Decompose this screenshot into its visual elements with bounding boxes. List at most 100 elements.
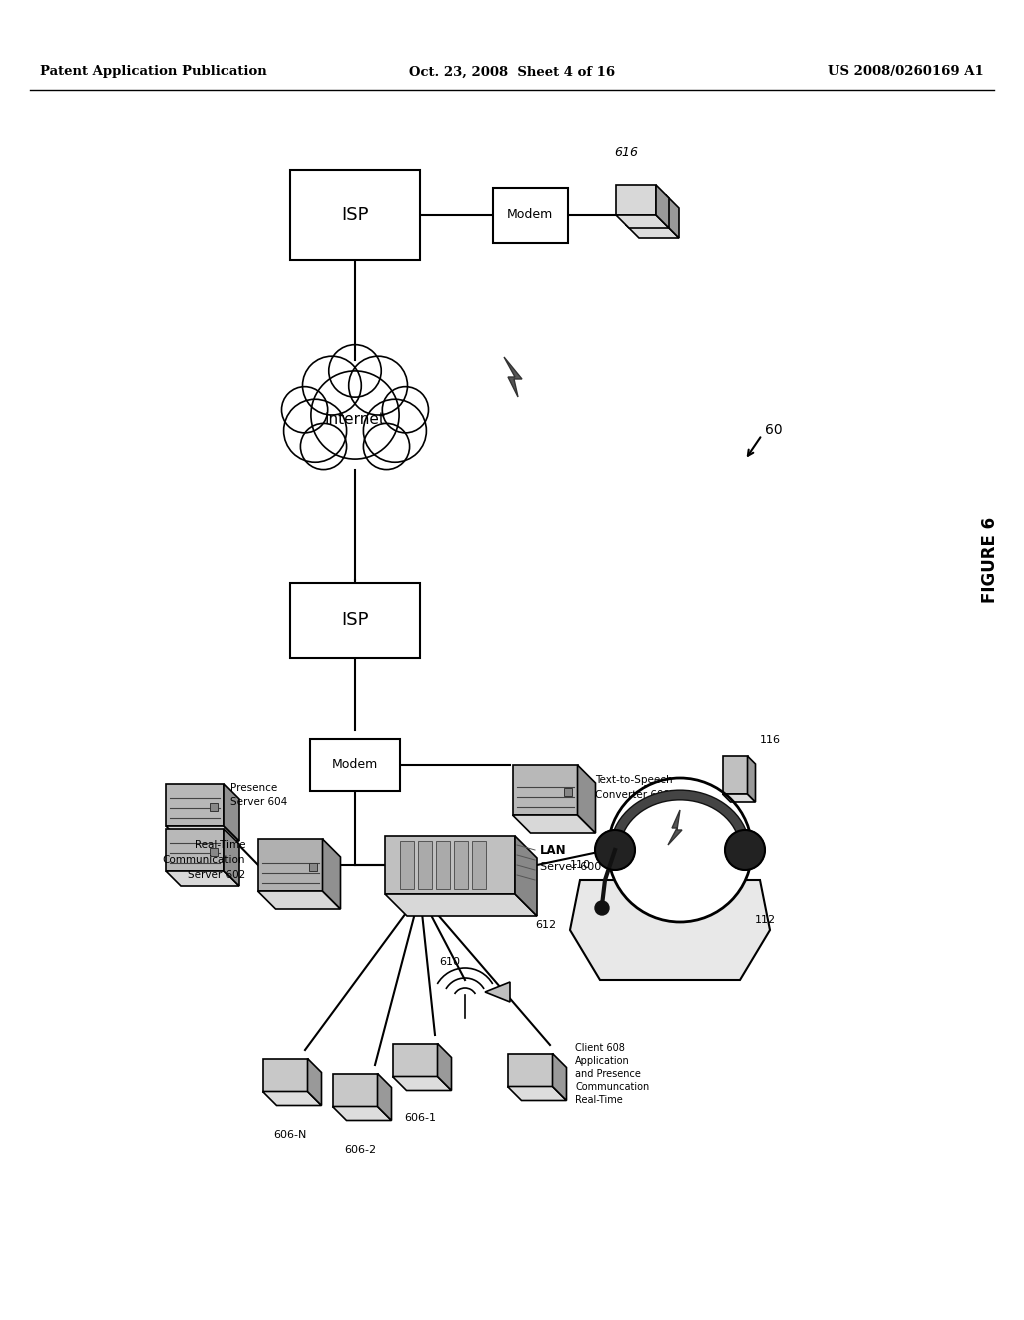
Text: 60: 60 (765, 422, 782, 437)
Polygon shape (616, 215, 669, 228)
Circle shape (595, 830, 635, 870)
Text: Oct. 23, 2008  Sheet 4 of 16: Oct. 23, 2008 Sheet 4 of 16 (409, 66, 615, 78)
Circle shape (725, 830, 765, 870)
Text: Internet: Internet (325, 412, 385, 428)
Circle shape (595, 902, 609, 915)
Circle shape (300, 424, 346, 470)
Bar (333, 1073, 378, 1106)
Polygon shape (748, 756, 756, 803)
Text: Real-Time: Real-Time (575, 1096, 623, 1105)
Text: ISP: ISP (341, 206, 369, 224)
Text: 606-2: 606-2 (344, 1144, 376, 1155)
Polygon shape (323, 840, 341, 909)
Text: Server 600: Server 600 (540, 862, 601, 873)
Bar (436, 841, 450, 888)
Polygon shape (307, 1059, 322, 1106)
Polygon shape (262, 1092, 322, 1106)
Polygon shape (656, 185, 669, 228)
Text: 616: 616 (614, 145, 638, 158)
Text: 115: 115 (642, 785, 664, 795)
Bar (166, 829, 224, 871)
Bar (626, 195, 666, 224)
Bar (210, 803, 218, 810)
Text: and Presence: and Presence (575, 1069, 641, 1078)
Circle shape (282, 387, 328, 433)
Bar (508, 1053, 553, 1086)
Text: Application: Application (575, 1056, 630, 1067)
Text: Presence: Presence (230, 783, 278, 793)
Text: 610: 610 (439, 957, 461, 968)
Text: 116: 116 (760, 735, 781, 744)
Bar (210, 847, 218, 855)
Circle shape (608, 777, 752, 921)
Polygon shape (392, 1077, 452, 1090)
Polygon shape (504, 356, 522, 397)
Polygon shape (333, 1106, 391, 1121)
Text: Modem: Modem (332, 759, 378, 771)
Bar (257, 840, 323, 891)
Bar (392, 1044, 437, 1077)
Text: Converter 609: Converter 609 (595, 789, 670, 800)
Text: LAN: LAN (540, 843, 566, 857)
Polygon shape (626, 224, 679, 238)
Text: ISP: ISP (341, 611, 369, 630)
Polygon shape (257, 891, 341, 909)
Text: Communication: Communication (163, 855, 245, 865)
Text: Communcation: Communcation (575, 1082, 649, 1092)
Circle shape (284, 399, 346, 462)
Circle shape (329, 345, 381, 397)
Text: Real-Time: Real-Time (195, 840, 245, 850)
Polygon shape (224, 784, 239, 841)
Bar (472, 841, 486, 888)
Bar (418, 841, 432, 888)
Circle shape (364, 424, 410, 470)
Bar (400, 841, 414, 888)
Text: Client 608: Client 608 (575, 1043, 625, 1053)
Circle shape (349, 356, 408, 414)
Bar (166, 784, 224, 826)
Polygon shape (570, 880, 770, 979)
Polygon shape (668, 810, 682, 845)
Text: Text-to-Speech: Text-to-Speech (595, 775, 673, 785)
Polygon shape (166, 871, 239, 886)
Circle shape (364, 399, 426, 462)
Text: Server 604: Server 604 (230, 797, 288, 807)
Bar (512, 766, 578, 814)
Text: FIGURE 6: FIGURE 6 (981, 517, 999, 603)
Text: US 2008/0260169 A1: US 2008/0260169 A1 (828, 66, 984, 78)
Bar (563, 788, 571, 796)
Text: 110: 110 (569, 861, 591, 870)
Circle shape (302, 356, 361, 414)
Text: 112: 112 (755, 915, 776, 925)
Polygon shape (385, 894, 537, 916)
Polygon shape (378, 1073, 391, 1121)
Text: 606-1: 606-1 (404, 1113, 436, 1123)
Bar (262, 1059, 307, 1092)
Polygon shape (723, 795, 756, 803)
Text: Server 602: Server 602 (187, 870, 245, 880)
Circle shape (382, 387, 428, 433)
Polygon shape (508, 1086, 566, 1101)
Bar (308, 863, 316, 871)
Polygon shape (166, 826, 239, 841)
Bar (493, 187, 567, 243)
Polygon shape (515, 836, 537, 916)
Polygon shape (553, 1053, 566, 1101)
Text: Modem: Modem (507, 209, 553, 222)
Text: 606-N: 606-N (273, 1130, 306, 1140)
Text: 612: 612 (535, 920, 556, 931)
Bar (723, 756, 748, 795)
Polygon shape (224, 829, 239, 886)
Polygon shape (578, 766, 596, 833)
Bar (616, 185, 656, 215)
Text: Patent Application Publication: Patent Application Publication (40, 66, 266, 78)
Bar (310, 739, 400, 791)
Polygon shape (512, 814, 596, 833)
Polygon shape (485, 982, 510, 1002)
Bar (385, 836, 515, 894)
Polygon shape (437, 1044, 452, 1090)
Polygon shape (666, 195, 679, 238)
Bar (454, 841, 468, 888)
Circle shape (311, 371, 399, 459)
Bar (290, 170, 420, 260)
